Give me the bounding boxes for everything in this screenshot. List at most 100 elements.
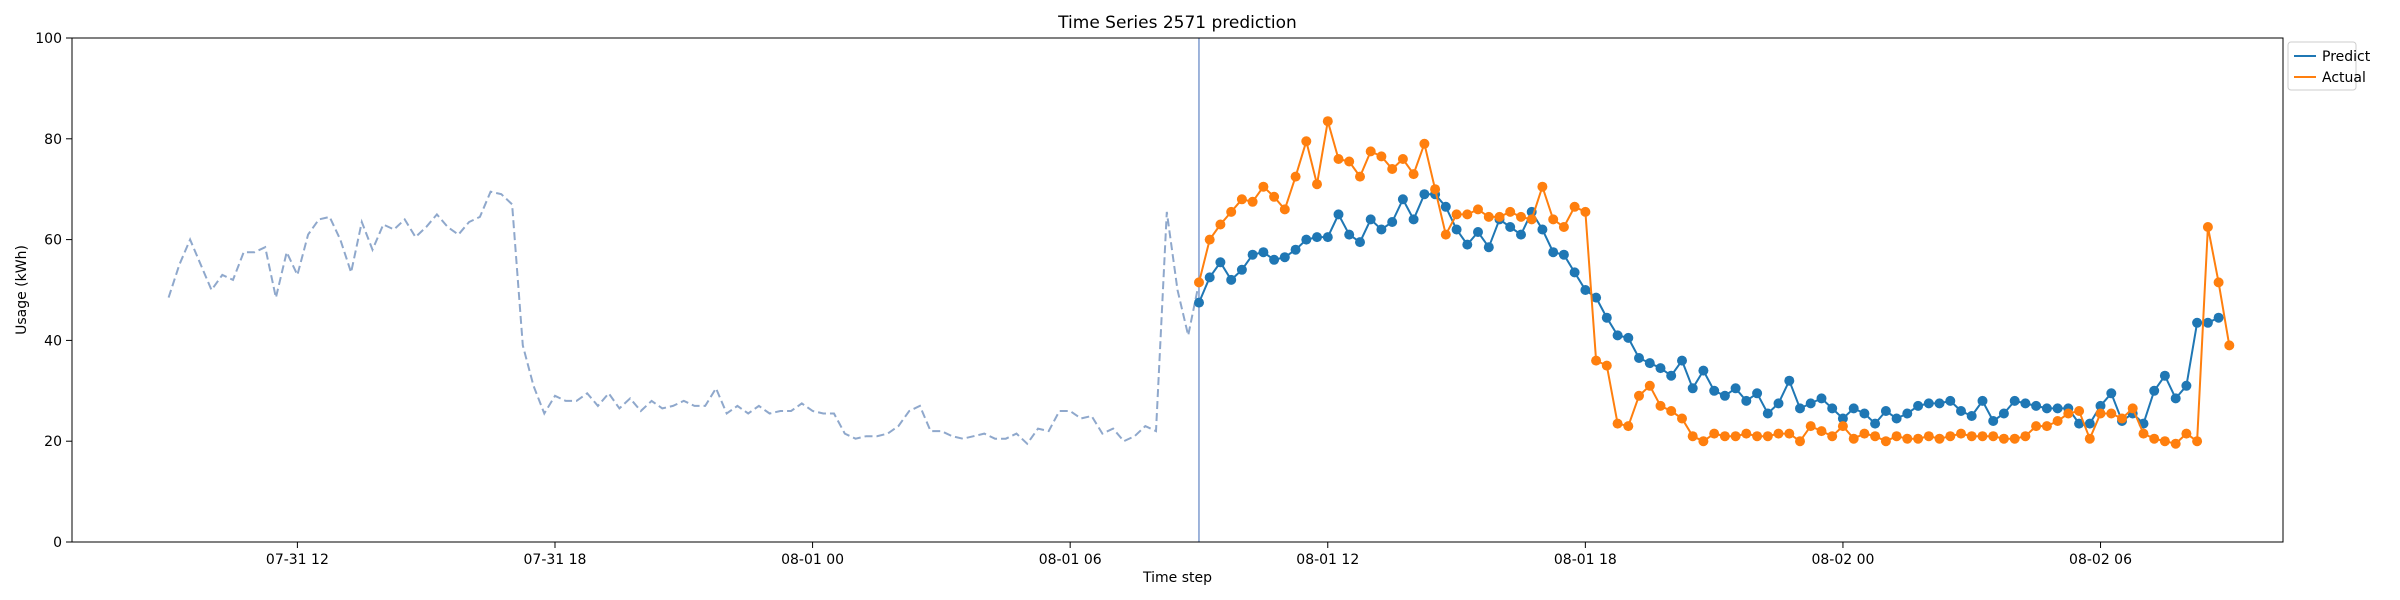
actual-point bbox=[1709, 428, 1720, 439]
actual-point bbox=[1462, 209, 1473, 220]
predict-point bbox=[2170, 393, 2181, 404]
actual-point bbox=[1526, 214, 1537, 225]
predict-point bbox=[1473, 227, 1483, 237]
predict-point bbox=[1719, 390, 1730, 401]
actual-point bbox=[2009, 433, 2020, 444]
actual-point bbox=[1301, 136, 1312, 147]
predict-point bbox=[1548, 247, 1559, 258]
predict-point bbox=[2106, 388, 2117, 399]
actual-point bbox=[1956, 428, 1966, 439]
actual-point bbox=[1741, 428, 1752, 439]
actual-point bbox=[2159, 436, 2170, 447]
predict-point bbox=[1558, 249, 1569, 260]
predict-point bbox=[2202, 317, 2213, 328]
actual-point bbox=[1473, 204, 1483, 215]
actual-point bbox=[1623, 421, 1634, 432]
actual-point bbox=[1730, 431, 1741, 442]
predict-point bbox=[1269, 254, 1280, 265]
actual-point bbox=[1355, 171, 1365, 182]
predict-point bbox=[1805, 398, 1816, 409]
actual-point bbox=[1762, 431, 1773, 442]
predict-point bbox=[1247, 249, 1258, 260]
actual-point bbox=[1945, 431, 1956, 442]
predict-point bbox=[1827, 403, 1838, 414]
predict-point bbox=[1623, 332, 1634, 343]
actual-point bbox=[1827, 431, 1838, 442]
actual-point bbox=[1773, 428, 1784, 439]
predict-point bbox=[2095, 400, 2106, 411]
predict-point bbox=[1236, 264, 1247, 275]
actual-point bbox=[1387, 164, 1398, 174]
actual-point bbox=[1934, 433, 1945, 444]
actual-point bbox=[1215, 219, 1226, 230]
predict-point bbox=[1709, 385, 1720, 396]
actual-point bbox=[2170, 438, 2181, 449]
actual-point bbox=[1558, 222, 1569, 232]
actual-point bbox=[2127, 403, 2138, 414]
actual-point bbox=[1998, 433, 2009, 444]
actual-point bbox=[1419, 138, 1430, 149]
predict-point bbox=[1784, 375, 1795, 386]
predict-point bbox=[2052, 403, 2063, 414]
predict-point bbox=[2192, 317, 2203, 328]
actual-point bbox=[2117, 413, 2127, 424]
actual-point bbox=[1902, 433, 1913, 444]
actual-point bbox=[1816, 426, 1827, 437]
y-tick-label: 100 bbox=[35, 31, 62, 47]
actual-point bbox=[1784, 428, 1795, 439]
predict-line bbox=[1198, 193, 2220, 426]
actual-point bbox=[1226, 206, 1237, 217]
predict-point bbox=[1698, 365, 1709, 376]
predict-point bbox=[1397, 194, 1408, 205]
predict-point bbox=[1290, 244, 1301, 255]
actual-point bbox=[1880, 436, 1891, 447]
x-tick-label: 07-31 12 bbox=[266, 552, 329, 568]
actual-point bbox=[1719, 431, 1730, 442]
chart-marks bbox=[167, 38, 2235, 542]
actual-point bbox=[1677, 413, 1687, 424]
predict-point bbox=[1988, 416, 1999, 426]
actual-point bbox=[2074, 406, 2085, 416]
predict-point bbox=[1451, 224, 1462, 235]
actual-point bbox=[1859, 428, 1870, 439]
actual-point bbox=[2106, 408, 2117, 419]
predict-point bbox=[2213, 312, 2224, 323]
actual-point bbox=[1848, 433, 1859, 444]
predict-point bbox=[1634, 353, 1644, 363]
predict-point bbox=[1666, 370, 1677, 381]
actual-point bbox=[1752, 431, 1763, 442]
legend-actual-label: Actual bbox=[2322, 70, 2366, 86]
actual-point bbox=[1258, 181, 1269, 192]
actual-point bbox=[1333, 154, 1344, 164]
predict-point bbox=[2041, 403, 2052, 414]
actual-point bbox=[1279, 204, 1290, 215]
predict-point bbox=[1998, 408, 2009, 419]
predict-point bbox=[1333, 209, 1344, 220]
predict-point bbox=[1226, 274, 1237, 285]
actual-point bbox=[1569, 201, 1580, 212]
actual-point bbox=[1194, 277, 1204, 288]
predict-point bbox=[1591, 292, 1602, 303]
actual-point bbox=[1698, 436, 1709, 447]
predict-point bbox=[1612, 330, 1623, 341]
actual-point bbox=[1805, 421, 1816, 432]
actual-point bbox=[1795, 436, 1805, 447]
actual-point bbox=[2031, 421, 2042, 432]
predict-point bbox=[1419, 189, 1430, 200]
predict-point bbox=[1204, 272, 1215, 283]
predict-point bbox=[1762, 408, 1773, 419]
predict-point bbox=[1516, 229, 1526, 240]
actual-point bbox=[1204, 234, 1215, 245]
actual-point bbox=[1913, 433, 1924, 444]
x-tick-label: 08-01 18 bbox=[1554, 552, 1617, 568]
actual-point bbox=[1440, 229, 1451, 240]
actual-point bbox=[2041, 421, 2052, 432]
actual-point bbox=[1408, 169, 1419, 180]
predict-point bbox=[1322, 232, 1333, 243]
plot-frame bbox=[71, 37, 2284, 543]
axis-ticks: 0 20 40 60 80 100 07-31 12 07-31 18 08-01 00 08-0… bbox=[35, 31, 2132, 568]
actual-point bbox=[1891, 431, 1902, 442]
predict-point bbox=[1773, 398, 1784, 409]
predict-point bbox=[1376, 224, 1387, 235]
